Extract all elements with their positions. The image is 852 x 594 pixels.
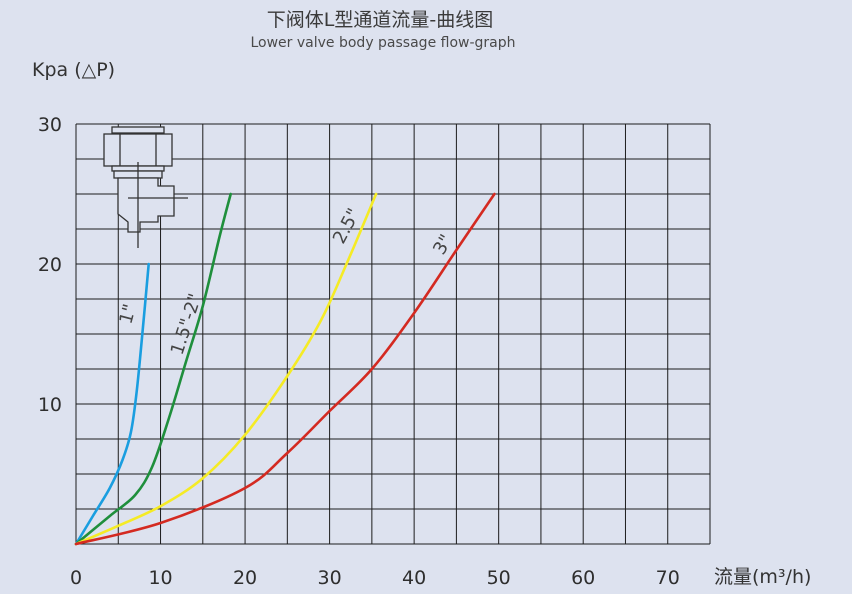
series-line-0 bbox=[74, 262, 150, 546]
series-line-3 bbox=[74, 192, 496, 546]
series-labels: 1" 1.5"-2" 2.5" 3" bbox=[116, 205, 458, 358]
series-label-1in: 1" bbox=[116, 302, 141, 326]
valve-nut bbox=[103, 133, 173, 167]
x-tick-label: 10 bbox=[148, 567, 172, 589]
y-tick-label: 20 bbox=[38, 254, 62, 276]
x-tick-label: 20 bbox=[233, 567, 257, 589]
valve-body bbox=[117, 177, 175, 233]
tick-labels: 0 10 20 30 40 50 60 70 10 20 30 bbox=[38, 114, 680, 589]
x-tick-label: 50 bbox=[487, 567, 511, 589]
y-tick-label: 10 bbox=[38, 394, 62, 416]
x-tick-label: 0 bbox=[70, 567, 82, 589]
y-axis-label: Kpa (△P) bbox=[32, 59, 115, 81]
series-label-1-5-2in: 1.5"-2" bbox=[167, 291, 206, 358]
valve-diagram bbox=[103, 126, 188, 248]
grid bbox=[75, 123, 711, 545]
chart-subtitle: Lower valve body passage flow-graph bbox=[250, 35, 515, 51]
x-tick-label: 40 bbox=[402, 567, 426, 589]
valve-top-flange bbox=[111, 126, 165, 134]
x-tick-label: 30 bbox=[318, 567, 342, 589]
series-curves bbox=[74, 192, 496, 546]
series-line-1 bbox=[74, 192, 232, 546]
x-tick-label: 70 bbox=[656, 567, 680, 589]
y-tick-label: 30 bbox=[38, 114, 62, 136]
chart-title: 下阀体L型通道流量-曲线图 bbox=[267, 9, 493, 31]
x-tick-label: 60 bbox=[571, 567, 595, 589]
series-line-2 bbox=[74, 192, 378, 546]
series-label-2-5in: 2.5" bbox=[329, 205, 365, 247]
x-axis-label: 流量(m³/h) bbox=[714, 566, 811, 588]
